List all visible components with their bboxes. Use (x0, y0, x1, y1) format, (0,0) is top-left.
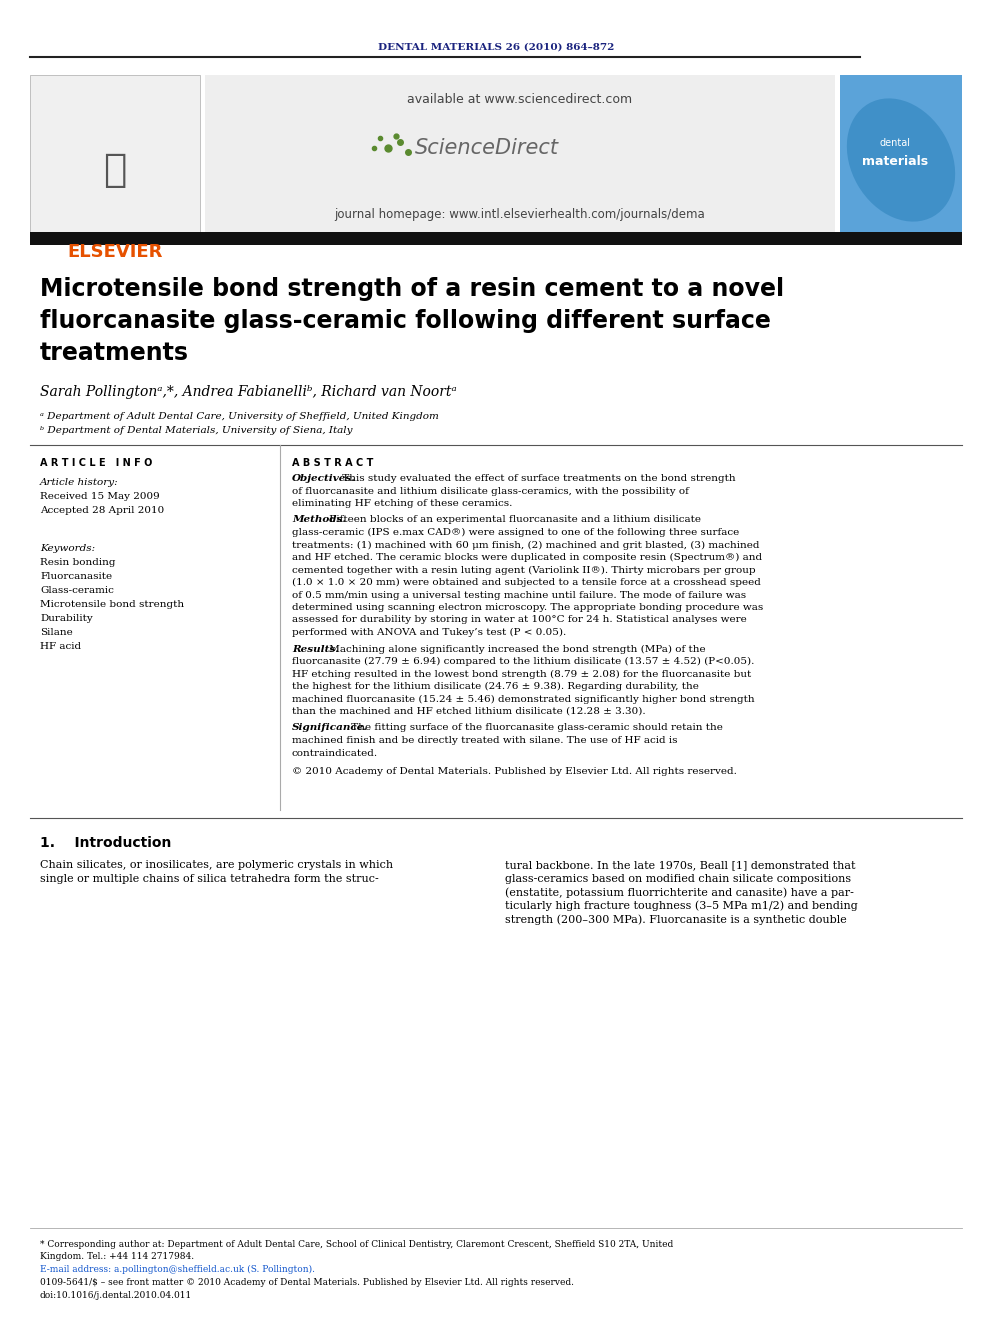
Text: Methods.: Methods. (292, 516, 346, 524)
Text: Fifteen blocks of an experimental fluorcanasite and a lithium disilicate: Fifteen blocks of an experimental fluorc… (326, 516, 701, 524)
Text: Chain silicates, or inosilicates, are polymeric crystals in which: Chain silicates, or inosilicates, are po… (40, 860, 393, 871)
Text: determined using scanning electron microscopy. The appropriate bonding procedure: determined using scanning electron micro… (292, 603, 763, 613)
Text: ticularly high fracture toughness (3–5 MPa m1/2) and bending: ticularly high fracture toughness (3–5 M… (505, 901, 858, 912)
Text: Fluorcanasite: Fluorcanasite (40, 572, 112, 581)
Text: treatments: treatments (40, 341, 189, 365)
Text: machined finish and be directly treated with silane. The use of HF acid is: machined finish and be directly treated … (292, 736, 678, 745)
Text: Article history:: Article history: (40, 478, 119, 487)
Text: Kingdom. Tel.: +44 114 2717984.: Kingdom. Tel.: +44 114 2717984. (40, 1252, 194, 1261)
Text: Significance.: Significance. (292, 724, 368, 733)
Bar (30, 75, 200, 235)
Text: Sarah Pollingtonᵃ,*, Andrea Fabianelliᵇ, Richard van Noortᵃ: Sarah Pollingtonᵃ,*, Andrea Fabianelliᵇ,… (40, 385, 456, 400)
Text: (enstatite, potassium fluorrichterite and canasite) have a par-: (enstatite, potassium fluorrichterite an… (505, 886, 854, 897)
Text: Received 15 May 2009: Received 15 May 2009 (40, 492, 160, 501)
Text: Resin bonding: Resin bonding (40, 558, 115, 568)
Text: machined fluorcanasite (15.24 ± 5.46) demonstrated significantly higher bond str: machined fluorcanasite (15.24 ± 5.46) de… (292, 695, 755, 704)
Text: Objectives.: Objectives. (292, 474, 356, 483)
Text: doi:10.1016/j.dental.2010.04.011: doi:10.1016/j.dental.2010.04.011 (40, 1291, 192, 1301)
Text: Results.: Results. (292, 644, 339, 654)
Text: eliminating HF etching of these ceramics.: eliminating HF etching of these ceramics… (292, 499, 513, 508)
Text: The fitting surface of the fluorcanasite glass-ceramic should retain the: The fitting surface of the fluorcanasite… (348, 724, 723, 733)
Text: HF etching resulted in the lowest bond strength (8.79 ± 2.08) for the fluorcanas: HF etching resulted in the lowest bond s… (292, 669, 751, 679)
Text: HF acid: HF acid (40, 642, 81, 651)
Text: strength (200–300 MPa). Fluorcanasite is a synthetic double: strength (200–300 MPa). Fluorcanasite is… (505, 914, 847, 925)
Text: glass-ceramic (IPS e.max CAD®) were assigned to one of the following three surfa: glass-ceramic (IPS e.max CAD®) were assi… (292, 528, 739, 537)
Text: and HF etched. The ceramic blocks were duplicated in composite resin (Spectrum®): and HF etched. The ceramic blocks were d… (292, 553, 762, 562)
Text: E-mail address: a.pollington@sheffield.ac.uk (S. Pollington).: E-mail address: a.pollington@sheffield.a… (40, 1265, 315, 1274)
Text: ᵇ Department of Dental Materials, University of Siena, Italy: ᵇ Department of Dental Materials, Univer… (40, 426, 352, 435)
Text: Accepted 28 April 2010: Accepted 28 April 2010 (40, 505, 165, 515)
Text: ScienceDirect: ScienceDirect (415, 138, 559, 157)
Ellipse shape (847, 98, 955, 221)
Bar (30, 232, 962, 245)
Text: Glass-ceramic: Glass-ceramic (40, 586, 114, 595)
Text: performed with ANOVA and Tukey’s test (P < 0.05).: performed with ANOVA and Tukey’s test (P… (292, 628, 566, 638)
Text: fluorcanasite glass-ceramic following different surface: fluorcanasite glass-ceramic following di… (40, 310, 771, 333)
Text: than the machined and HF etched lithium disilicate (12.28 ± 3.30).: than the machined and HF etched lithium … (292, 706, 646, 716)
Text: single or multiple chains of silica tetrahedra form the struc-: single or multiple chains of silica tetr… (40, 873, 379, 884)
Text: dental: dental (880, 138, 911, 148)
Text: This study evaluated the effect of surface treatments on the bond strength: This study evaluated the effect of surfa… (339, 474, 736, 483)
Bar (840, 75, 962, 235)
Text: 🏛: 🏛 (103, 151, 127, 189)
Text: journal homepage: www.intl.elsevierhealth.com/journals/dema: journal homepage: www.intl.elsevierhealt… (334, 208, 705, 221)
Text: of 0.5 mm/min using a universal testing machine until failure. The mode of failu: of 0.5 mm/min using a universal testing … (292, 590, 746, 599)
Text: assessed for durability by storing in water at 100°C for 24 h. Statistical analy: assessed for durability by storing in wa… (292, 615, 747, 624)
Text: Durability: Durability (40, 614, 92, 623)
Text: 0109-5641/$ – see front matter © 2010 Academy of Dental Materials. Published by : 0109-5641/$ – see front matter © 2010 Ac… (40, 1278, 574, 1287)
Text: A B S T R A C T: A B S T R A C T (292, 458, 373, 468)
Text: glass-ceramics based on modified chain silicate compositions: glass-ceramics based on modified chain s… (505, 873, 851, 884)
Text: Keywords:: Keywords: (40, 544, 95, 553)
Text: materials: materials (862, 155, 929, 168)
Text: available at www.sciencedirect.com: available at www.sciencedirect.com (408, 93, 633, 106)
Text: Microtensile bond strength: Microtensile bond strength (40, 601, 185, 609)
Text: fluorcanasite (27.79 ± 6.94) compared to the lithium disilicate (13.57 ± 4.52) (: fluorcanasite (27.79 ± 6.94) compared to… (292, 658, 754, 665)
Text: Microtensile bond strength of a resin cement to a novel: Microtensile bond strength of a resin ce… (40, 277, 784, 302)
Text: (1.0 × 1.0 × 20 mm) were obtained and subjected to a tensile force at a crosshea: (1.0 × 1.0 × 20 mm) were obtained and su… (292, 578, 761, 587)
Text: tural backbone. In the late 1970s, Beall [1] demonstrated that: tural backbone. In the late 1970s, Beall… (505, 860, 855, 871)
Text: * Corresponding author at: Department of Adult Dental Care, School of Clinical D: * Corresponding author at: Department of… (40, 1240, 674, 1249)
Text: ELSEVIER: ELSEVIER (67, 243, 163, 261)
Text: © 2010 Academy of Dental Materials. Published by Elsevier Ltd. All rights reserv: © 2010 Academy of Dental Materials. Publ… (292, 767, 737, 777)
Text: DENTAL MATERIALS 26 (2010) 864–872: DENTAL MATERIALS 26 (2010) 864–872 (378, 42, 614, 52)
Text: treatments: (1) machined with 60 μm finish, (2) machined and grit blasted, (3) m: treatments: (1) machined with 60 μm fini… (292, 541, 760, 549)
Text: Silane: Silane (40, 628, 72, 636)
Text: cemented together with a resin luting agent (Variolink II®). Thirty microbars pe: cemented together with a resin luting ag… (292, 565, 756, 574)
Text: A R T I C L E   I N F O: A R T I C L E I N F O (40, 458, 153, 468)
Bar (205, 75, 835, 235)
Text: Machining alone significantly increased the bond strength (MPa) of the: Machining alone significantly increased … (326, 644, 706, 654)
Text: 1.    Introduction: 1. Introduction (40, 836, 172, 849)
Text: ᵃ Department of Adult Dental Care, University of Sheffield, United Kingdom: ᵃ Department of Adult Dental Care, Unive… (40, 411, 438, 421)
Text: the highest for the lithium disilicate (24.76 ± 9.38). Regarding durability, the: the highest for the lithium disilicate (… (292, 681, 699, 691)
Text: contraindicated.: contraindicated. (292, 749, 378, 758)
Text: of fluorcanasite and lithium disilicate glass-ceramics, with the possibility of: of fluorcanasite and lithium disilicate … (292, 487, 688, 496)
